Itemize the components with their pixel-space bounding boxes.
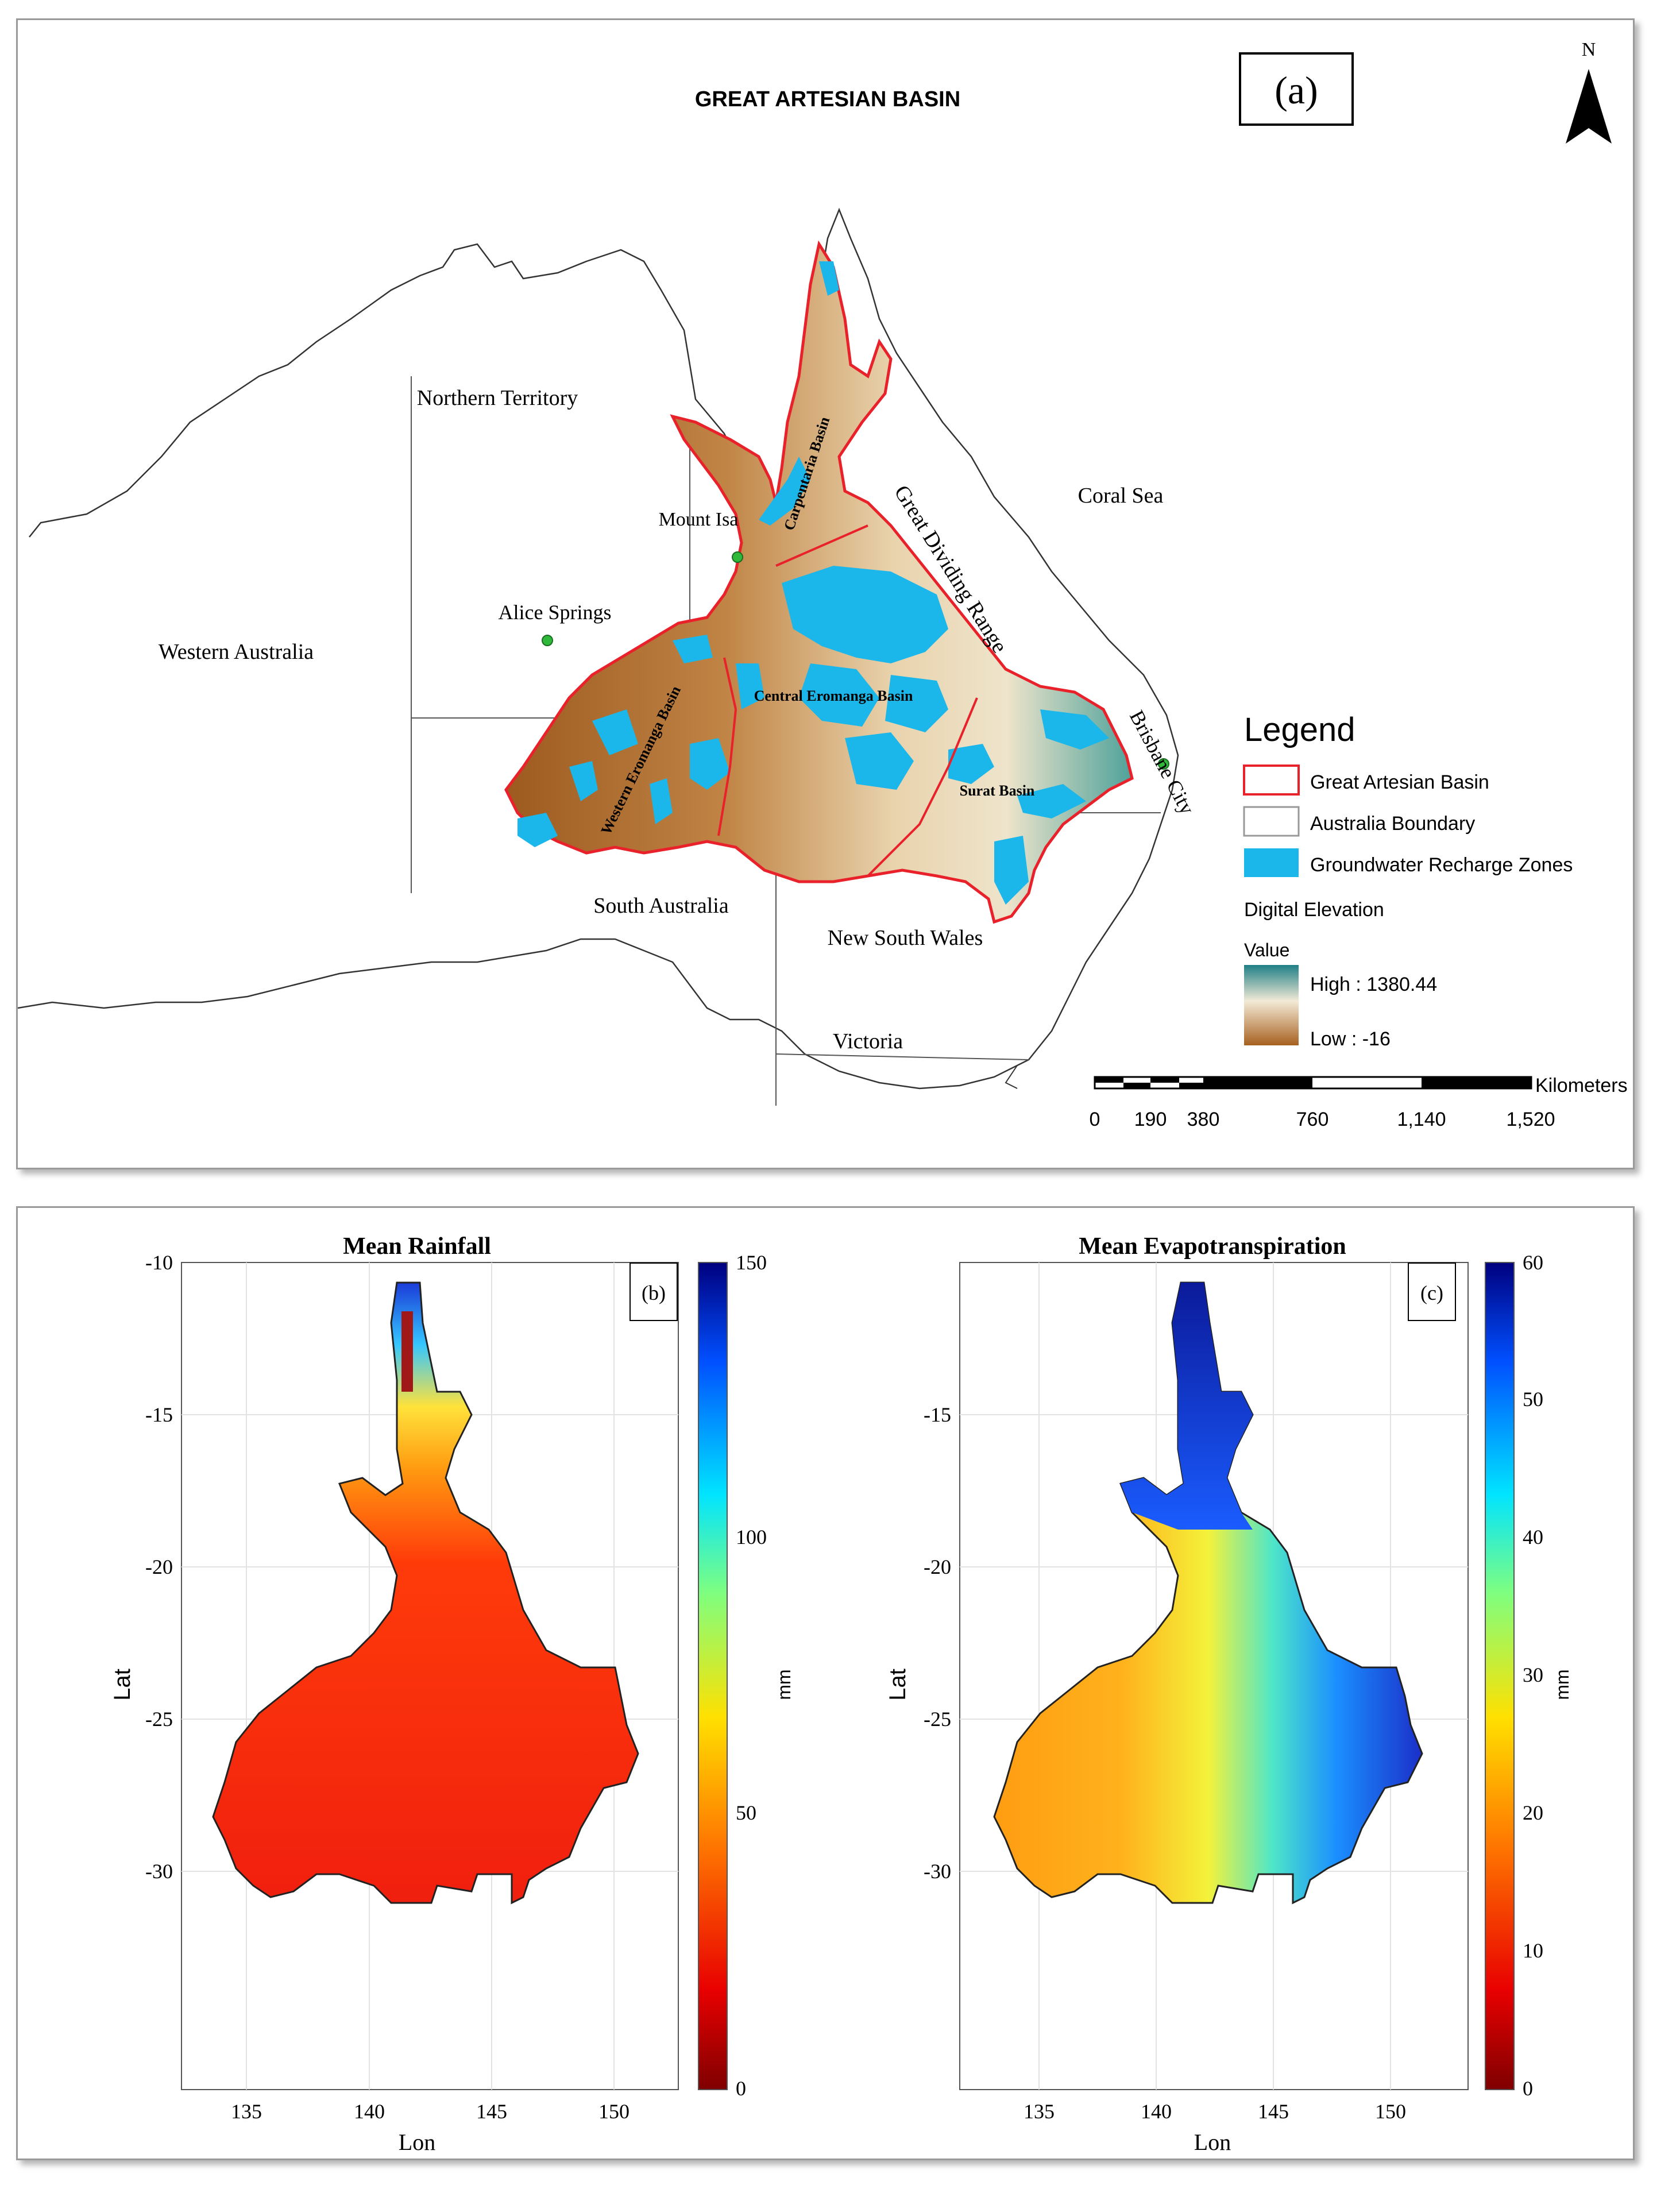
rainfall-ytick-m20: -20	[145, 1555, 173, 1578]
legend-value-label: Value	[1244, 940, 1289, 960]
climate-maps: Mean Rainfall (b) 135 140 145 150 Lon -1…	[110, 1233, 1573, 2155]
label-brisbane-city: Brisbane City	[1125, 706, 1199, 818]
et-cbar-10: 10	[1523, 1939, 1543, 1962]
et-title: Mean Evapotranspiration	[1079, 1233, 1346, 1260]
map-panel-a: GREAT ARTESIAN BASIN (a) N Northern Terr…	[16, 18, 1635, 1169]
et-cbar-60: 60	[1523, 1251, 1543, 1274]
et-ytick-m25: -25	[924, 1708, 951, 1731]
australia-map: GREAT ARTESIAN BASIN (a) N Northern Terr…	[17, 39, 1628, 1130]
brisbane-marker	[1158, 758, 1169, 770]
scale-tick-5: 1,520	[1506, 1109, 1555, 1130]
et-xtick-140: 140	[1141, 2100, 1172, 2123]
legend-elevation-ramp	[1244, 965, 1299, 1045]
legend-recharge-label: Groundwater Recharge Zones	[1310, 854, 1573, 876]
scale-unit: Kilometers	[1535, 1075, 1628, 1096]
legend-gab-swatch	[1243, 764, 1300, 796]
et-xtick-150: 150	[1375, 2100, 1406, 2123]
rainfall-cbar-100: 100	[736, 1526, 767, 1549]
evapotranspiration-plot: Mean Evapotranspiration (c) 135 140 145 …	[885, 1233, 1573, 2155]
et-cbar-20: 20	[1523, 1801, 1543, 1824]
panel-label-c-box	[1408, 1262, 1456, 1321]
rainfall-cbar-0: 0	[736, 2077, 746, 2100]
label-coral-sea: Coral Sea	[1078, 484, 1164, 508]
panel-label-b-box	[629, 1262, 678, 1321]
label-alice-springs: Alice Springs	[499, 601, 612, 624]
label-central-eromanga-basin: Central Eromanga Basin	[754, 688, 913, 704]
rainfall-cbar-unit: mm	[774, 1669, 794, 1700]
scale-tick-1: 190	[1134, 1109, 1167, 1130]
map-legend: Legend Great Artesian Basin Australia Bo…	[1243, 711, 1573, 1050]
legend-boundary-swatch	[1243, 806, 1300, 837]
et-ytick-m15: -15	[924, 1403, 951, 1426]
rainfall-plot: Mean Rainfall (b) 135 140 145 150 Lon -1…	[110, 1233, 794, 2155]
et-xtick-145: 145	[1258, 2100, 1289, 2123]
et-cbar-0: 0	[1523, 2077, 1533, 2100]
scale-tick-4: 1,140	[1397, 1109, 1446, 1130]
label-western-australia: Western Australia	[159, 640, 314, 664]
et-ytick-m30: -30	[924, 1860, 951, 1883]
mount-isa-marker	[732, 551, 743, 563]
scale-tick-0: 0	[1090, 1109, 1100, 1130]
et-colorbar	[1485, 1262, 1515, 2090]
et-xtick-135: 135	[1024, 2100, 1055, 2123]
rainfall-ytick-m25: -25	[145, 1708, 173, 1731]
scale-tick-3: 760	[1296, 1109, 1329, 1130]
et-field	[993, 1281, 1423, 1905]
label-south-australia: South Australia	[593, 894, 729, 918]
groundwater-recharge-zones	[517, 261, 1109, 905]
et-cbar-40: 40	[1523, 1526, 1543, 1549]
alice-springs-marker	[542, 635, 553, 646]
rainfall-xtick-150: 150	[598, 2100, 629, 2123]
rainfall-cbar-150: 150	[736, 1251, 767, 1274]
panel-label-a: (a)	[1275, 68, 1318, 112]
rainfall-cbar-50: 50	[736, 1801, 756, 1824]
rainfall-xtick-140: 140	[354, 2100, 385, 2123]
climate-maps-panel: Mean Rainfall (b) 135 140 145 150 Lon -1…	[16, 1206, 1635, 2160]
et-cbar-30: 30	[1523, 1663, 1543, 1686]
et-cbar-unit: mm	[1552, 1669, 1573, 1700]
panel-label-b: (b)	[642, 1281, 666, 1304]
scale-tick-2: 380	[1187, 1109, 1220, 1130]
label-victoria: Victoria	[833, 1029, 903, 1053]
rainfall-xtick-145: 145	[476, 2100, 507, 2123]
label-new-south-wales: New South Wales	[828, 926, 983, 950]
et-xlabel: Lon	[1194, 2129, 1231, 2155]
rainfall-xtick-135: 135	[231, 2100, 262, 2123]
rainfall-xlabel: Lon	[399, 2129, 435, 2155]
scale-bar: Kilometers 0 190 380 760 1,140 1,520	[1090, 1075, 1628, 1130]
map-title: GREAT ARTESIAN BASIN	[695, 87, 960, 111]
panel-label-c: (c)	[1420, 1281, 1443, 1304]
north-arrow-icon	[1566, 69, 1612, 144]
rainfall-ytick-m30: -30	[145, 1860, 173, 1883]
rainfall-title: Mean Rainfall	[343, 1233, 491, 1260]
legend-elevation-low: Low : -16	[1310, 1028, 1391, 1050]
legend-title: Legend	[1244, 711, 1355, 748]
label-surat-basin: Surat Basin	[960, 782, 1035, 799]
legend-boundary-label: Australia Boundary	[1310, 813, 1475, 835]
panel-label-box	[1239, 52, 1354, 126]
et-ytick-m20: -20	[924, 1555, 951, 1578]
legend-elevation-title: Digital Elevation	[1244, 899, 1384, 921]
et-ylabel: Lat	[885, 1669, 910, 1701]
rainfall-ylabel: Lat	[110, 1669, 135, 1701]
rainfall-ytick-m10: -10	[145, 1251, 173, 1274]
et-cbar-50: 50	[1523, 1388, 1543, 1411]
north-label: N	[1582, 39, 1596, 60]
legend-gab-label: Great Artesian Basin	[1310, 771, 1489, 793]
label-mount-isa: Mount Isa	[659, 509, 739, 530]
legend-recharge-swatch	[1244, 848, 1299, 877]
rainfall-ytick-m15: -15	[145, 1403, 173, 1426]
rainfall-colorbar	[698, 1262, 728, 2090]
legend-elevation-high: High : 1380.44	[1310, 974, 1437, 995]
australia-boundary	[17, 207, 1179, 1090]
rainfall-field	[212, 1281, 639, 1905]
label-northern-territory: Northern Territory	[417, 386, 578, 410]
